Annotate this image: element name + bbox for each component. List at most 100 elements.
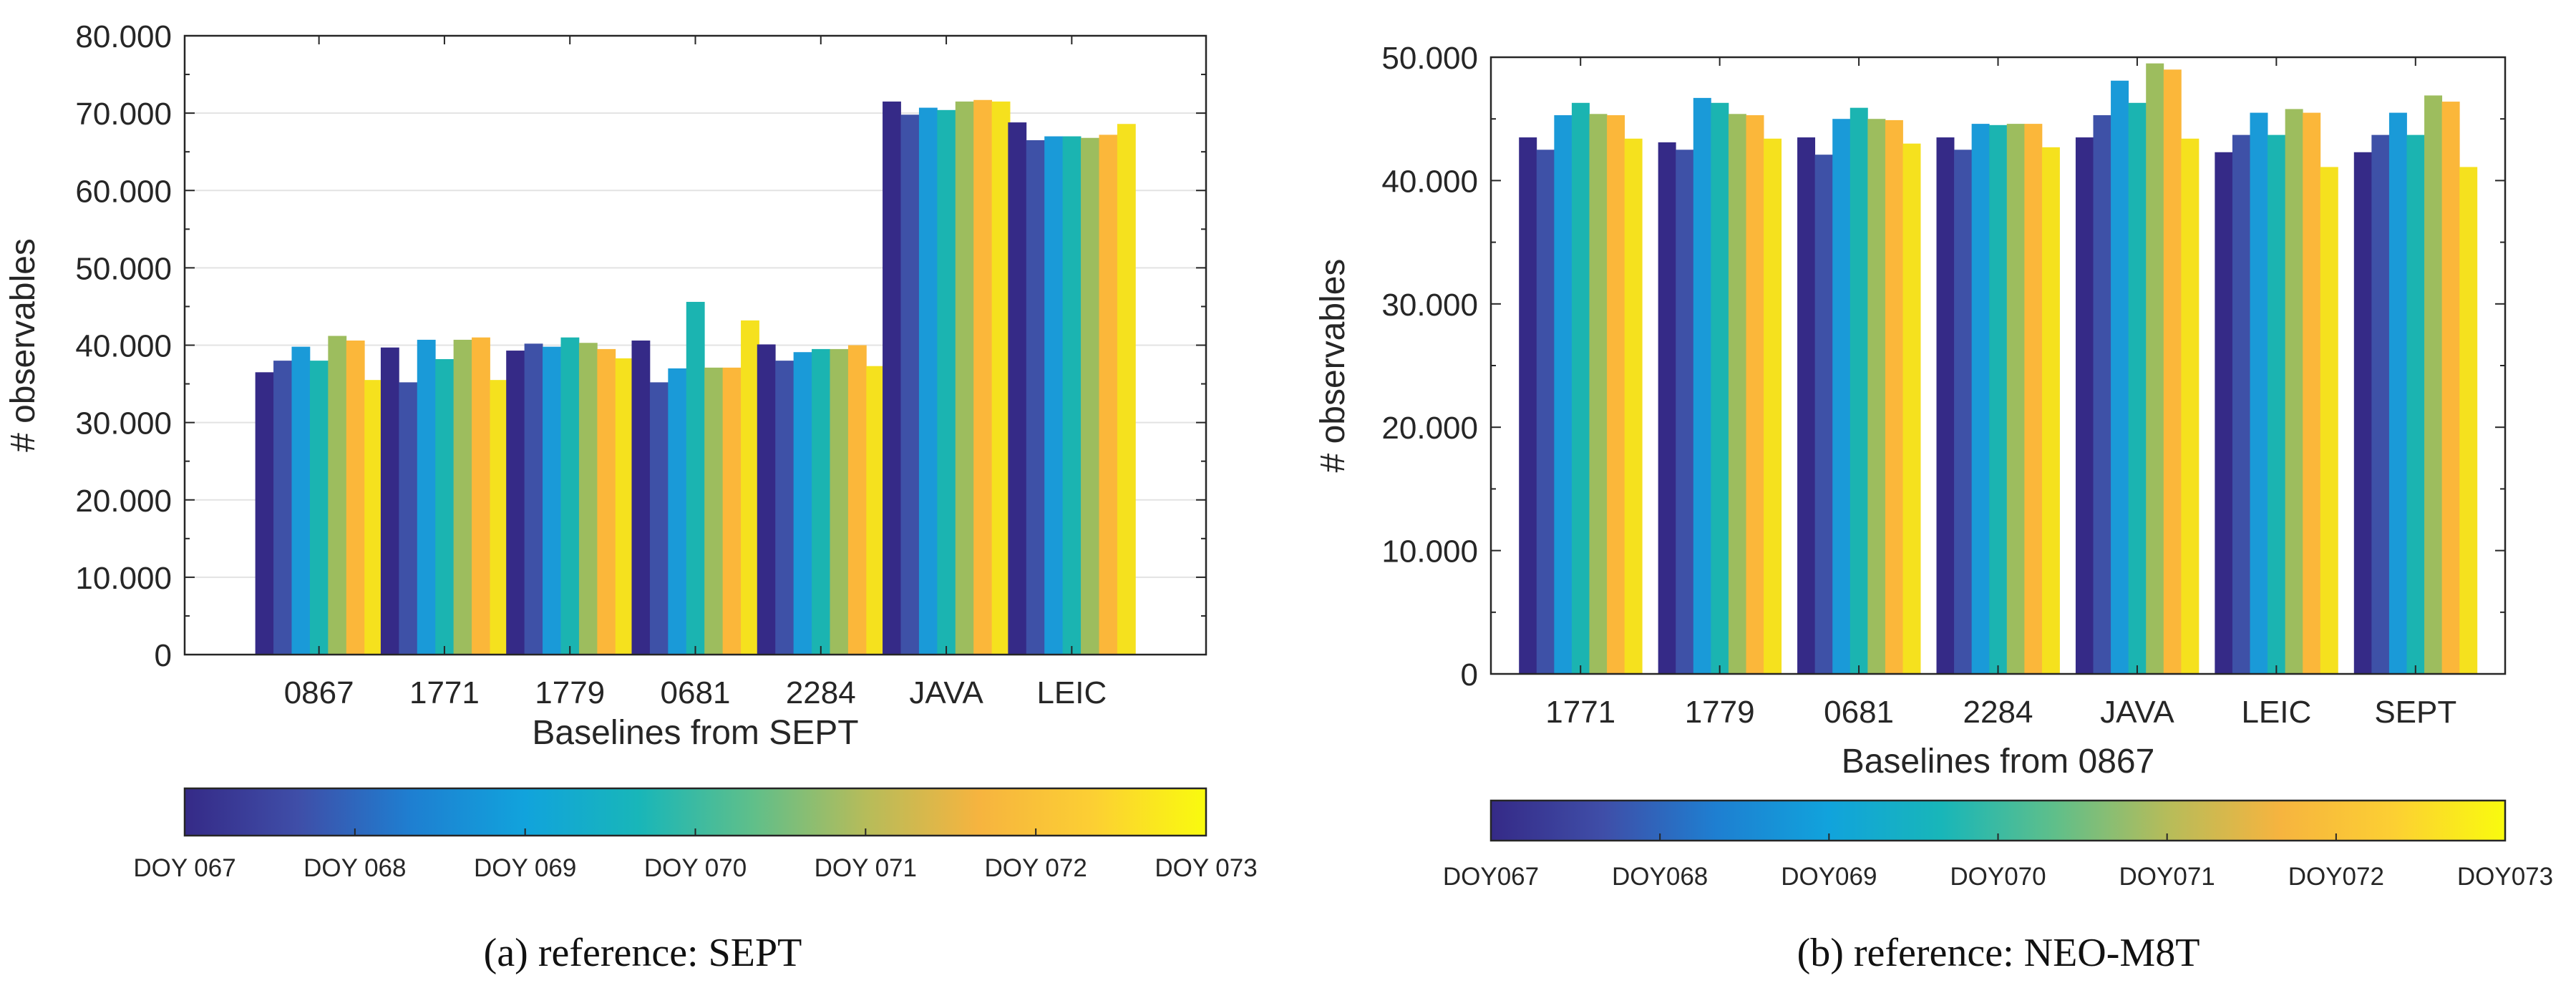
colorbar-label-doy070: DOY070 [1950,863,2046,891]
bar-leic-doy-067 [1008,122,1027,655]
bar-java-doy068 [2093,115,2111,674]
bar-2284-doy-070 [812,348,830,655]
bar-leic-doy-072 [1099,134,1118,655]
bar-0867-doy-067 [255,372,274,655]
bar-0681-doy-072 [722,367,742,655]
y-tick-label-60-000: 60.000 [75,174,172,209]
colorbar-label-doy-073: DOY 073 [1155,854,1257,882]
colorbar-label-doy073: DOY073 [2457,863,2553,891]
bar-0867-doy-073 [364,380,384,655]
y-axis-title: # observables [1314,259,1352,473]
x-tick-label-2284: 2284 [786,675,856,710]
bar-1779-doy069 [1693,97,1711,674]
axes-box [183,34,1207,656]
bar-leic-doy-069 [1044,136,1064,655]
y-tick-label-70-000: 70.000 [75,97,172,132]
bar-0681-doy-070 [686,301,705,655]
bar-1779-doy072 [1746,115,1764,674]
bar-1779-doy-069 [543,346,561,655]
bar-0681-doy-071 [704,367,724,655]
x-tick-label-1779: 1779 [535,675,605,710]
bar-0681-doy067 [1797,137,1816,674]
y-tick-label-20-000: 20.000 [1381,411,1478,446]
bar-java-doy071 [2146,63,2164,675]
bar-2284-doy070 [1989,124,2008,674]
x-tick-label-0867: 0867 [284,675,354,710]
bar-leic-doy070 [2268,134,2286,675]
colorbar-label-doy069: DOY069 [1781,863,1877,891]
x-tick-label-java: JAVA [909,675,983,710]
bar-java-doy-069 [918,107,938,655]
bar-1771-doy073 [1624,138,1643,674]
bar-sept-doy070 [2406,134,2425,675]
bar-0681-doy069 [1832,119,1851,674]
x-tick-label-sept: SEPT [2374,695,2456,730]
chart-reference-neo-m8t: 1771 1779 0681 2284 JAVA LEIC SEPT 0 10.000 20.00… [1314,41,2553,975]
bar-java-doy-067 [883,101,901,655]
bar-0681-doy-068 [649,382,669,655]
bar-0681-doy-069 [668,368,687,655]
bar-1779-doy-067 [506,351,525,655]
bar-0681-doy-067 [631,341,651,655]
bar-0681-doy070 [1850,107,1868,674]
y-tick-label-40-000: 40.000 [1381,164,1478,199]
bar-0681-doy068 [1814,155,1833,674]
bar-1771-doy068 [1536,150,1555,675]
bar-sept-doy069 [2388,112,2407,674]
bar-2284-doy072 [2024,124,2043,675]
bar-1779-doy073 [1764,138,1782,674]
bar-1771-doy067 [1519,137,1537,674]
y-axis-title: # observables [4,238,42,452]
bar-java-doy-072 [973,99,993,655]
colorbar-label-doy-068: DOY 068 [303,854,406,882]
bar-leic-doy-070 [1062,136,1082,655]
bar-0867-doy-071 [328,336,347,655]
bar-leic-doy-073 [1117,124,1136,655]
bar-java-doy-068 [900,114,920,655]
bar-leic-doy072 [2303,112,2321,674]
bar-1771-doy069 [1554,115,1573,674]
x-tick-label-0681: 0681 [1824,695,1894,730]
bar-java-doy070 [2128,102,2147,675]
y-tick-label-20-000: 20.000 [75,484,172,519]
colorbar-label-doy071: DOY071 [2119,863,2215,891]
bar-1771-doy-070 [435,358,455,655]
bar-leic-doy-071 [1081,137,1099,655]
colorbar-label-doy072: DOY072 [2288,863,2384,891]
bar-1771-doy-072 [472,337,490,655]
bar-1771-doy-069 [417,339,436,655]
x-tick-label-0681: 0681 [661,675,731,710]
y-tick-label-30-000: 30.000 [75,406,172,441]
bar-1771-doy072 [1607,115,1625,674]
bar-2284-doy-068 [775,361,794,655]
bar-1771-doy-071 [453,339,472,655]
bar-java-doy-070 [937,109,956,655]
x-tick-label-1771: 1771 [409,675,480,710]
y-tick-label-30-000: 30.000 [1381,288,1478,323]
bar-2284-doy-071 [830,348,849,655]
bar-1771-doy-073 [490,380,509,655]
bar-java-doy072 [2163,69,2182,675]
y-tick-label-80-000: 80.000 [75,19,172,54]
bar-1779-doy-073 [615,358,634,655]
bar-1779-doy-070 [560,337,580,655]
colorbar-label-doy-069: DOY 069 [474,854,576,882]
bar-sept-doy071 [2424,95,2443,674]
bar-1771-doy071 [1589,114,1608,675]
bar-0681-doy072 [1885,119,1903,675]
colorbar-label-doy-072: DOY 072 [984,854,1087,882]
colorbar [183,787,1207,837]
bar-java-doy067 [2075,137,2094,674]
bar-1779-doy071 [1728,114,1746,675]
bar-2284-doy-069 [793,352,812,655]
colorbar-label-doy067: DOY067 [1443,863,1539,891]
figure-caption: (b) reference: NEO-M8T [1797,931,2200,975]
colorbar-label-doy-067: DOY 067 [133,854,235,882]
y-tick-label-50-000: 50.000 [75,251,172,286]
bar-sept-doy072 [2441,102,2460,674]
bar-java-doy-073 [991,101,1011,655]
bar-1771-doy-067 [380,347,399,655]
x-tick-label-java: JAVA [2100,695,2174,730]
bar-2284-doy067 [1936,137,1955,674]
